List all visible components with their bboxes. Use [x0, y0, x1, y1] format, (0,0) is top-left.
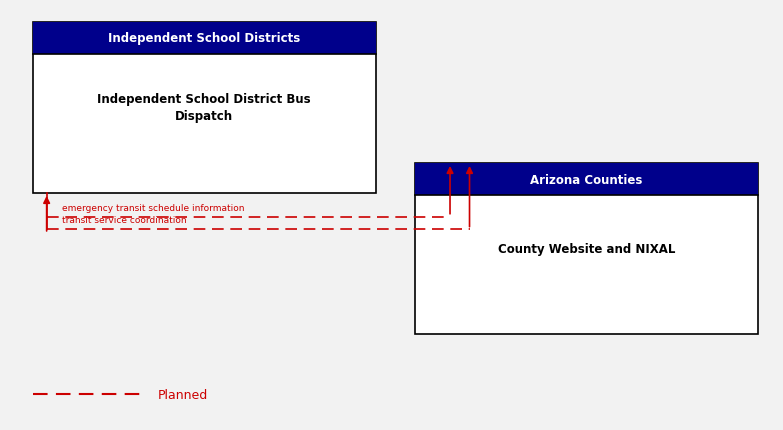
Text: transit service coordination: transit service coordination — [62, 216, 187, 225]
Text: Planned: Planned — [157, 388, 207, 401]
Text: Independent School District Bus
Dispatch: Independent School District Bus Dispatch — [97, 92, 311, 123]
Bar — [415, 164, 758, 335]
Bar — [33, 23, 376, 194]
Bar — [415, 164, 758, 196]
Bar — [33, 23, 376, 55]
Text: Independent School Districts: Independent School Districts — [108, 32, 301, 45]
Text: County Website and NIXAL: County Website and NIXAL — [498, 242, 675, 255]
Text: emergency transit schedule information: emergency transit schedule information — [62, 203, 245, 212]
Text: Arizona Counties: Arizona Counties — [530, 173, 643, 186]
